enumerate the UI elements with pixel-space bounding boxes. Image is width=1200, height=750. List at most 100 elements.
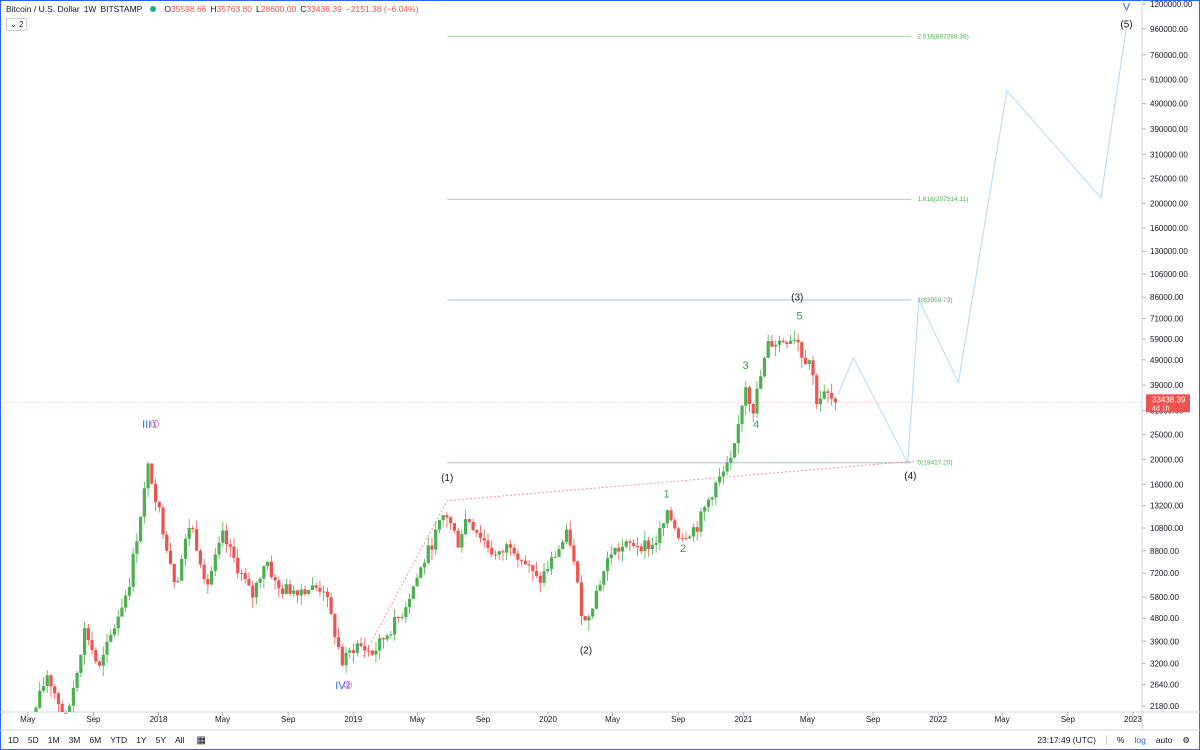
candle-body xyxy=(355,643,359,653)
candle-body xyxy=(351,650,356,653)
candle-body xyxy=(49,675,53,687)
symbol-name[interactable]: Bitcoin / U.S. Dollar xyxy=(6,4,80,14)
bottom-toolbar: 1D 5D 1M 3M 6M YTD 1Y 5Y All ▦ 23:17:49 (UTC) % … xyxy=(0,732,1200,748)
auto-scale-button[interactable]: auto xyxy=(1155,735,1173,745)
x-tick-label: May xyxy=(995,715,1010,724)
candle-body xyxy=(669,510,673,521)
timeframe-5y[interactable]: 5Y xyxy=(155,735,166,745)
candle-body xyxy=(120,607,124,617)
y-tick-label: 610000.00 xyxy=(1150,75,1188,84)
candle-body xyxy=(561,541,565,550)
candle-body xyxy=(251,585,255,598)
candle-body xyxy=(628,541,632,543)
timeframe-3m[interactable]: 3M xyxy=(68,735,81,745)
interval[interactable]: 1W xyxy=(83,4,97,14)
candle-body xyxy=(729,457,733,463)
x-tick-label: May xyxy=(605,715,620,724)
y-tick-label: 3200.00 xyxy=(1150,659,1179,668)
candle-body xyxy=(516,553,520,560)
candle-body xyxy=(676,528,681,539)
candle-body xyxy=(82,628,87,655)
candle-body xyxy=(803,357,808,364)
x-tick-label: 2019 xyxy=(344,715,362,724)
candle-body xyxy=(785,342,789,345)
candle-body xyxy=(527,564,531,566)
percent-scale-button[interactable]: % xyxy=(1116,735,1125,745)
y-tick-label: 39000.00 xyxy=(1150,381,1184,390)
candle-body xyxy=(112,628,117,635)
log-scale-button[interactable]: log xyxy=(1134,735,1146,745)
candle-body xyxy=(195,529,199,551)
x-tick-label: Sep xyxy=(671,715,686,724)
timeframe-1y[interactable]: 1Y xyxy=(136,735,147,745)
timeframe-1m[interactable]: 1M xyxy=(47,735,60,745)
last-price-value: 33438.39 xyxy=(1152,395,1186,404)
candle-body xyxy=(206,579,210,585)
candle-body xyxy=(348,650,352,653)
candle-body xyxy=(807,360,811,364)
candle-body xyxy=(777,340,781,345)
candle-body xyxy=(714,482,718,498)
candle-body xyxy=(385,635,389,640)
y-tick-label: 13200.00 xyxy=(1150,502,1184,511)
candle-body xyxy=(422,562,427,568)
x-tick-label: 2021 xyxy=(734,715,752,724)
wave-label: (3) xyxy=(791,292,803,303)
candle-body xyxy=(699,511,703,532)
gear-icon[interactable]: ⚙ xyxy=(1182,734,1190,745)
timeframe-all[interactable]: All xyxy=(175,735,185,745)
candle-body xyxy=(624,541,628,547)
candle-body xyxy=(464,519,468,535)
timeframe-5d[interactable]: 5D xyxy=(27,735,39,745)
wave-label: V xyxy=(1123,2,1131,14)
candle-body xyxy=(602,571,606,585)
timeframe-1d[interactable]: 1D xyxy=(8,735,19,745)
last-price-tag xyxy=(1146,394,1190,413)
y-tick-label: 130000.00 xyxy=(1150,247,1188,256)
candle-body xyxy=(258,578,262,583)
y-tick-label: 7200.00 xyxy=(1150,569,1179,578)
candle-body xyxy=(639,546,643,552)
candle-body xyxy=(587,616,591,621)
candle-body xyxy=(284,584,288,594)
candle-body xyxy=(815,375,819,405)
x-tick-label: May xyxy=(410,715,425,724)
candle-body xyxy=(374,650,378,655)
candle-body xyxy=(437,520,442,530)
candle-body xyxy=(471,521,475,531)
x-tick-label: Sep xyxy=(86,715,101,724)
candle-body xyxy=(520,559,524,561)
chevron-down-icon: ⌄ xyxy=(10,20,17,29)
candle-body xyxy=(254,582,259,598)
candle-body xyxy=(209,570,214,585)
candle-body xyxy=(467,519,471,522)
y-tick-label: 960000.00 xyxy=(1150,25,1188,34)
candle-body xyxy=(445,515,449,518)
candle-body xyxy=(493,554,498,556)
candle-body xyxy=(333,614,337,638)
candle-body xyxy=(725,462,729,472)
candle-body xyxy=(142,488,146,517)
candle-body xyxy=(620,546,625,552)
clock-time[interactable]: 23:17:49 (UTC) xyxy=(1037,735,1096,745)
indicator-collapse-button[interactable]: ⌄ 2 xyxy=(6,18,28,31)
projection-path xyxy=(837,26,1128,465)
candle-body xyxy=(755,388,759,414)
candle-body xyxy=(673,520,677,529)
candle-body xyxy=(751,404,755,414)
fib-level-label: 2.618(897288.39) xyxy=(917,33,968,40)
y-tick-label: 760000.00 xyxy=(1150,51,1188,60)
candle-body xyxy=(736,424,740,444)
candle-body xyxy=(243,573,247,580)
calendar-icon[interactable]: ▦ xyxy=(196,734,206,746)
candle-body xyxy=(475,530,479,533)
candle-body xyxy=(576,561,580,583)
x-tick-label: Sep xyxy=(1061,715,1076,724)
candle-body xyxy=(830,392,834,399)
timeframe-ytd[interactable]: YTD xyxy=(110,735,128,745)
candle-body xyxy=(322,591,326,593)
candle-body xyxy=(647,540,651,550)
timeframe-6m[interactable]: 6M xyxy=(89,735,102,745)
x-tick-label: 2020 xyxy=(539,715,557,724)
